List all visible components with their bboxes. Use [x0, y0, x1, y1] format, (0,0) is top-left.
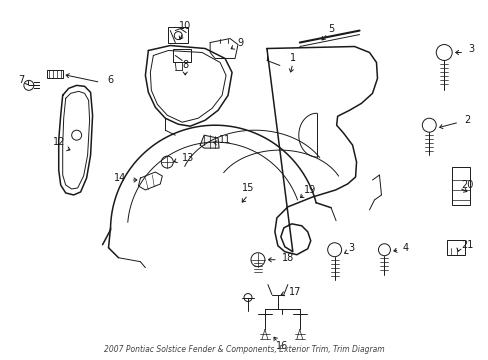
- Bar: [47, 71, 62, 78]
- Text: 5: 5: [328, 24, 334, 33]
- Bar: [451, 167, 469, 205]
- Text: 21: 21: [460, 240, 472, 250]
- Text: 14: 14: [114, 173, 126, 183]
- Text: 16: 16: [275, 341, 287, 351]
- Text: 15: 15: [241, 183, 254, 193]
- Text: 3: 3: [348, 243, 354, 253]
- Text: 1: 1: [289, 54, 295, 63]
- Text: 9: 9: [237, 37, 243, 48]
- Text: 11: 11: [219, 135, 231, 145]
- Bar: [447, 240, 464, 255]
- Text: 3: 3: [467, 44, 473, 54]
- Bar: [168, 27, 188, 42]
- Text: 13: 13: [182, 153, 194, 163]
- Bar: [173, 49, 191, 62]
- Text: 20: 20: [460, 180, 472, 190]
- Text: 2: 2: [463, 115, 469, 125]
- Text: 6: 6: [107, 75, 113, 85]
- Text: 7: 7: [18, 75, 24, 85]
- Polygon shape: [200, 135, 219, 148]
- Text: 4: 4: [402, 243, 407, 253]
- Circle shape: [244, 293, 251, 302]
- Text: 10: 10: [179, 21, 191, 31]
- Text: 19: 19: [303, 185, 315, 195]
- Text: 12: 12: [52, 137, 65, 147]
- Text: 8: 8: [182, 60, 188, 71]
- Text: 18: 18: [281, 253, 293, 263]
- Text: 2007 Pontiac Solstice Fender & Components, Exterior Trim, Trim Diagram: 2007 Pontiac Solstice Fender & Component…: [104, 345, 384, 354]
- Text: 17: 17: [288, 287, 301, 297]
